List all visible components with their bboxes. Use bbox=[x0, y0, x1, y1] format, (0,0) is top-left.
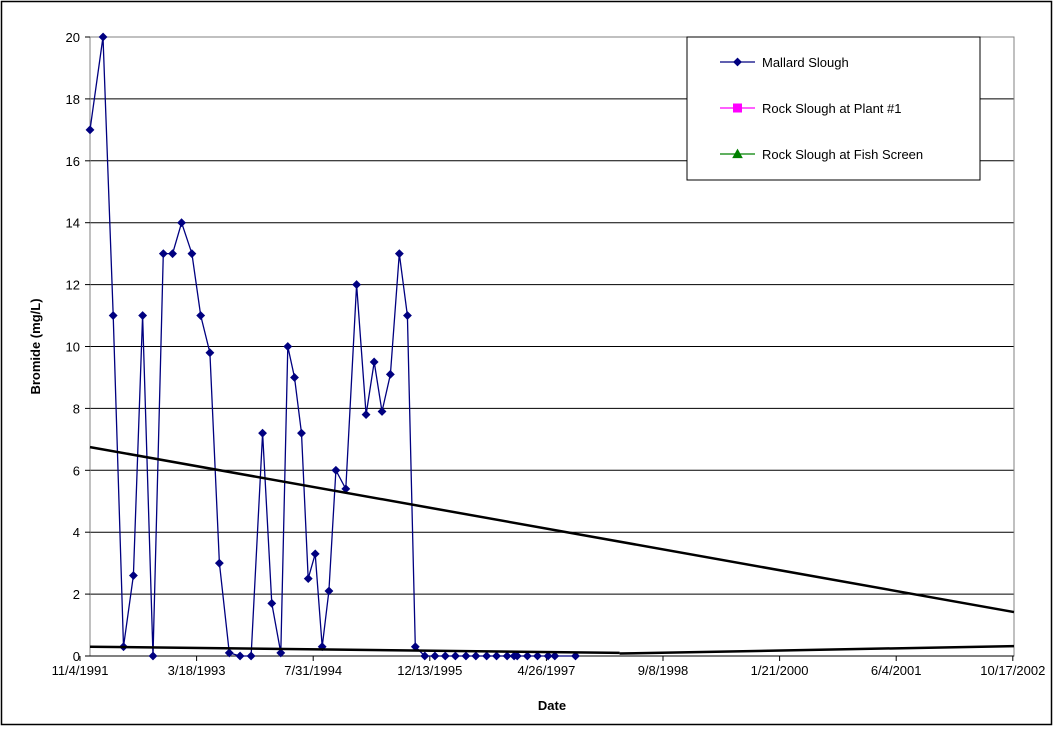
series-0-point-17 bbox=[258, 428, 267, 438]
series-0-point-44 bbox=[492, 651, 501, 661]
x-tick-label-4: 4/26/1997 bbox=[517, 663, 575, 678]
y-tick-label-2: 2 bbox=[73, 587, 80, 602]
series-0-point-10 bbox=[187, 249, 197, 259]
series-0-point-37 bbox=[420, 651, 430, 661]
series-0-point-15 bbox=[235, 651, 245, 661]
series-0-point-4 bbox=[128, 571, 138, 580]
series-0-point-18 bbox=[267, 598, 277, 608]
series-0-point-52 bbox=[509, 651, 519, 661]
y-tick-label-20: 20 bbox=[66, 30, 80, 45]
trendline-2 bbox=[619, 644, 1015, 655]
legend: Mallard Slough Rock Slough at Plant #1 Roc… bbox=[686, 36, 981, 181]
legend-label-1: Rock Slough at Plant #1 bbox=[762, 101, 901, 116]
series-0-point-6 bbox=[148, 651, 158, 661]
series-0-point-47 bbox=[522, 651, 532, 661]
series-0-point-19 bbox=[276, 648, 286, 658]
y-tick-label-4: 4 bbox=[73, 525, 80, 540]
y-tick-label-16: 16 bbox=[66, 154, 80, 169]
series-0-point-45 bbox=[502, 651, 512, 661]
x-axis-title: Date bbox=[538, 698, 566, 713]
series-0-point-5 bbox=[138, 311, 148, 320]
series-0-point-27 bbox=[331, 465, 341, 475]
trendline-1 bbox=[89, 645, 620, 655]
series-0-point-7 bbox=[158, 249, 168, 259]
y-axis-title: Bromide (mg/L) bbox=[28, 298, 43, 394]
legend-label-2: Rock Slough at Fish Screen bbox=[762, 147, 923, 162]
series-0-point-35 bbox=[403, 311, 412, 320]
series-0-point-8 bbox=[168, 249, 177, 259]
x-tick-label-1: 3/18/1993 bbox=[168, 663, 226, 678]
x-tick-label-3: 12/13/1995 bbox=[397, 663, 462, 678]
x-axis-ticks: 11/4/1991 3/18/1993 7/31/1994 12/13/1995 4/2… bbox=[52, 656, 1045, 678]
series-0-point-20 bbox=[283, 342, 293, 351]
series-0-point-31 bbox=[369, 357, 379, 367]
x-tick-label-2: 7/31/1994 bbox=[284, 663, 342, 678]
series-0-point-22 bbox=[297, 428, 306, 438]
series-0-point-11 bbox=[196, 311, 206, 320]
trendlines bbox=[89, 445, 1015, 655]
series-0-point-49 bbox=[543, 651, 553, 661]
series-0-point-23 bbox=[303, 574, 313, 584]
series-0-point-40 bbox=[450, 651, 460, 661]
legend-label-0: Mallard Slough bbox=[762, 55, 849, 70]
legend-items: Mallard Slough Rock Slough at Plant #1 Roc… bbox=[720, 55, 923, 162]
series-0-point-32 bbox=[377, 407, 387, 416]
series-0-point-13 bbox=[214, 558, 224, 568]
series-0-point-48 bbox=[533, 651, 542, 661]
y-tick-label-8: 8 bbox=[73, 401, 80, 416]
series-0-point-2 bbox=[108, 311, 118, 320]
trendline-0 bbox=[89, 445, 1015, 614]
series-0-point-39 bbox=[440, 651, 450, 661]
x-tick-label-6: 1/21/2000 bbox=[751, 663, 809, 678]
legend-marker-2 bbox=[732, 148, 743, 159]
series-0-point-16 bbox=[246, 651, 256, 661]
series-0-point-26 bbox=[324, 586, 334, 596]
series-0-point-24 bbox=[310, 549, 320, 559]
x-tick-label-7: 6/4/2001 bbox=[871, 663, 922, 678]
series-0-point-41 bbox=[461, 651, 471, 661]
y-tick-label-12: 12 bbox=[66, 278, 80, 293]
series-0-point-29 bbox=[352, 280, 362, 290]
series-0-point-12 bbox=[205, 348, 215, 358]
y-tick-label-14: 14 bbox=[66, 216, 80, 231]
series-0-point-38 bbox=[430, 651, 440, 661]
y-tick-label-0: 0 bbox=[73, 649, 80, 664]
series-0-point-50 bbox=[550, 651, 560, 661]
series-0-point-42 bbox=[471, 651, 481, 661]
series-0-point-14 bbox=[224, 648, 234, 658]
series-0-point-21 bbox=[290, 373, 299, 382]
x-tick-label-0: 11/4/1991 bbox=[52, 663, 109, 678]
y-tick-label-6: 6 bbox=[73, 463, 80, 478]
x-tick-label-8: 10/17/2002 bbox=[980, 663, 1045, 678]
series-0-point-9 bbox=[177, 218, 186, 228]
series-0-point-30 bbox=[361, 410, 371, 420]
legend-marker-0 bbox=[733, 57, 742, 67]
y-tick-label-10: 10 bbox=[66, 340, 80, 355]
series-0-point-51 bbox=[571, 651, 580, 661]
series-0-point-43 bbox=[482, 651, 492, 661]
x-tick-label-5: 9/8/1998 bbox=[638, 663, 689, 678]
legend-marker-1 bbox=[732, 103, 742, 113]
series-0-point-34 bbox=[394, 249, 404, 259]
series-0-point-1 bbox=[98, 32, 108, 42]
series-0-point-33 bbox=[385, 369, 395, 379]
y-tick-label-18: 18 bbox=[66, 92, 80, 107]
series-0-point-0 bbox=[85, 125, 95, 135]
